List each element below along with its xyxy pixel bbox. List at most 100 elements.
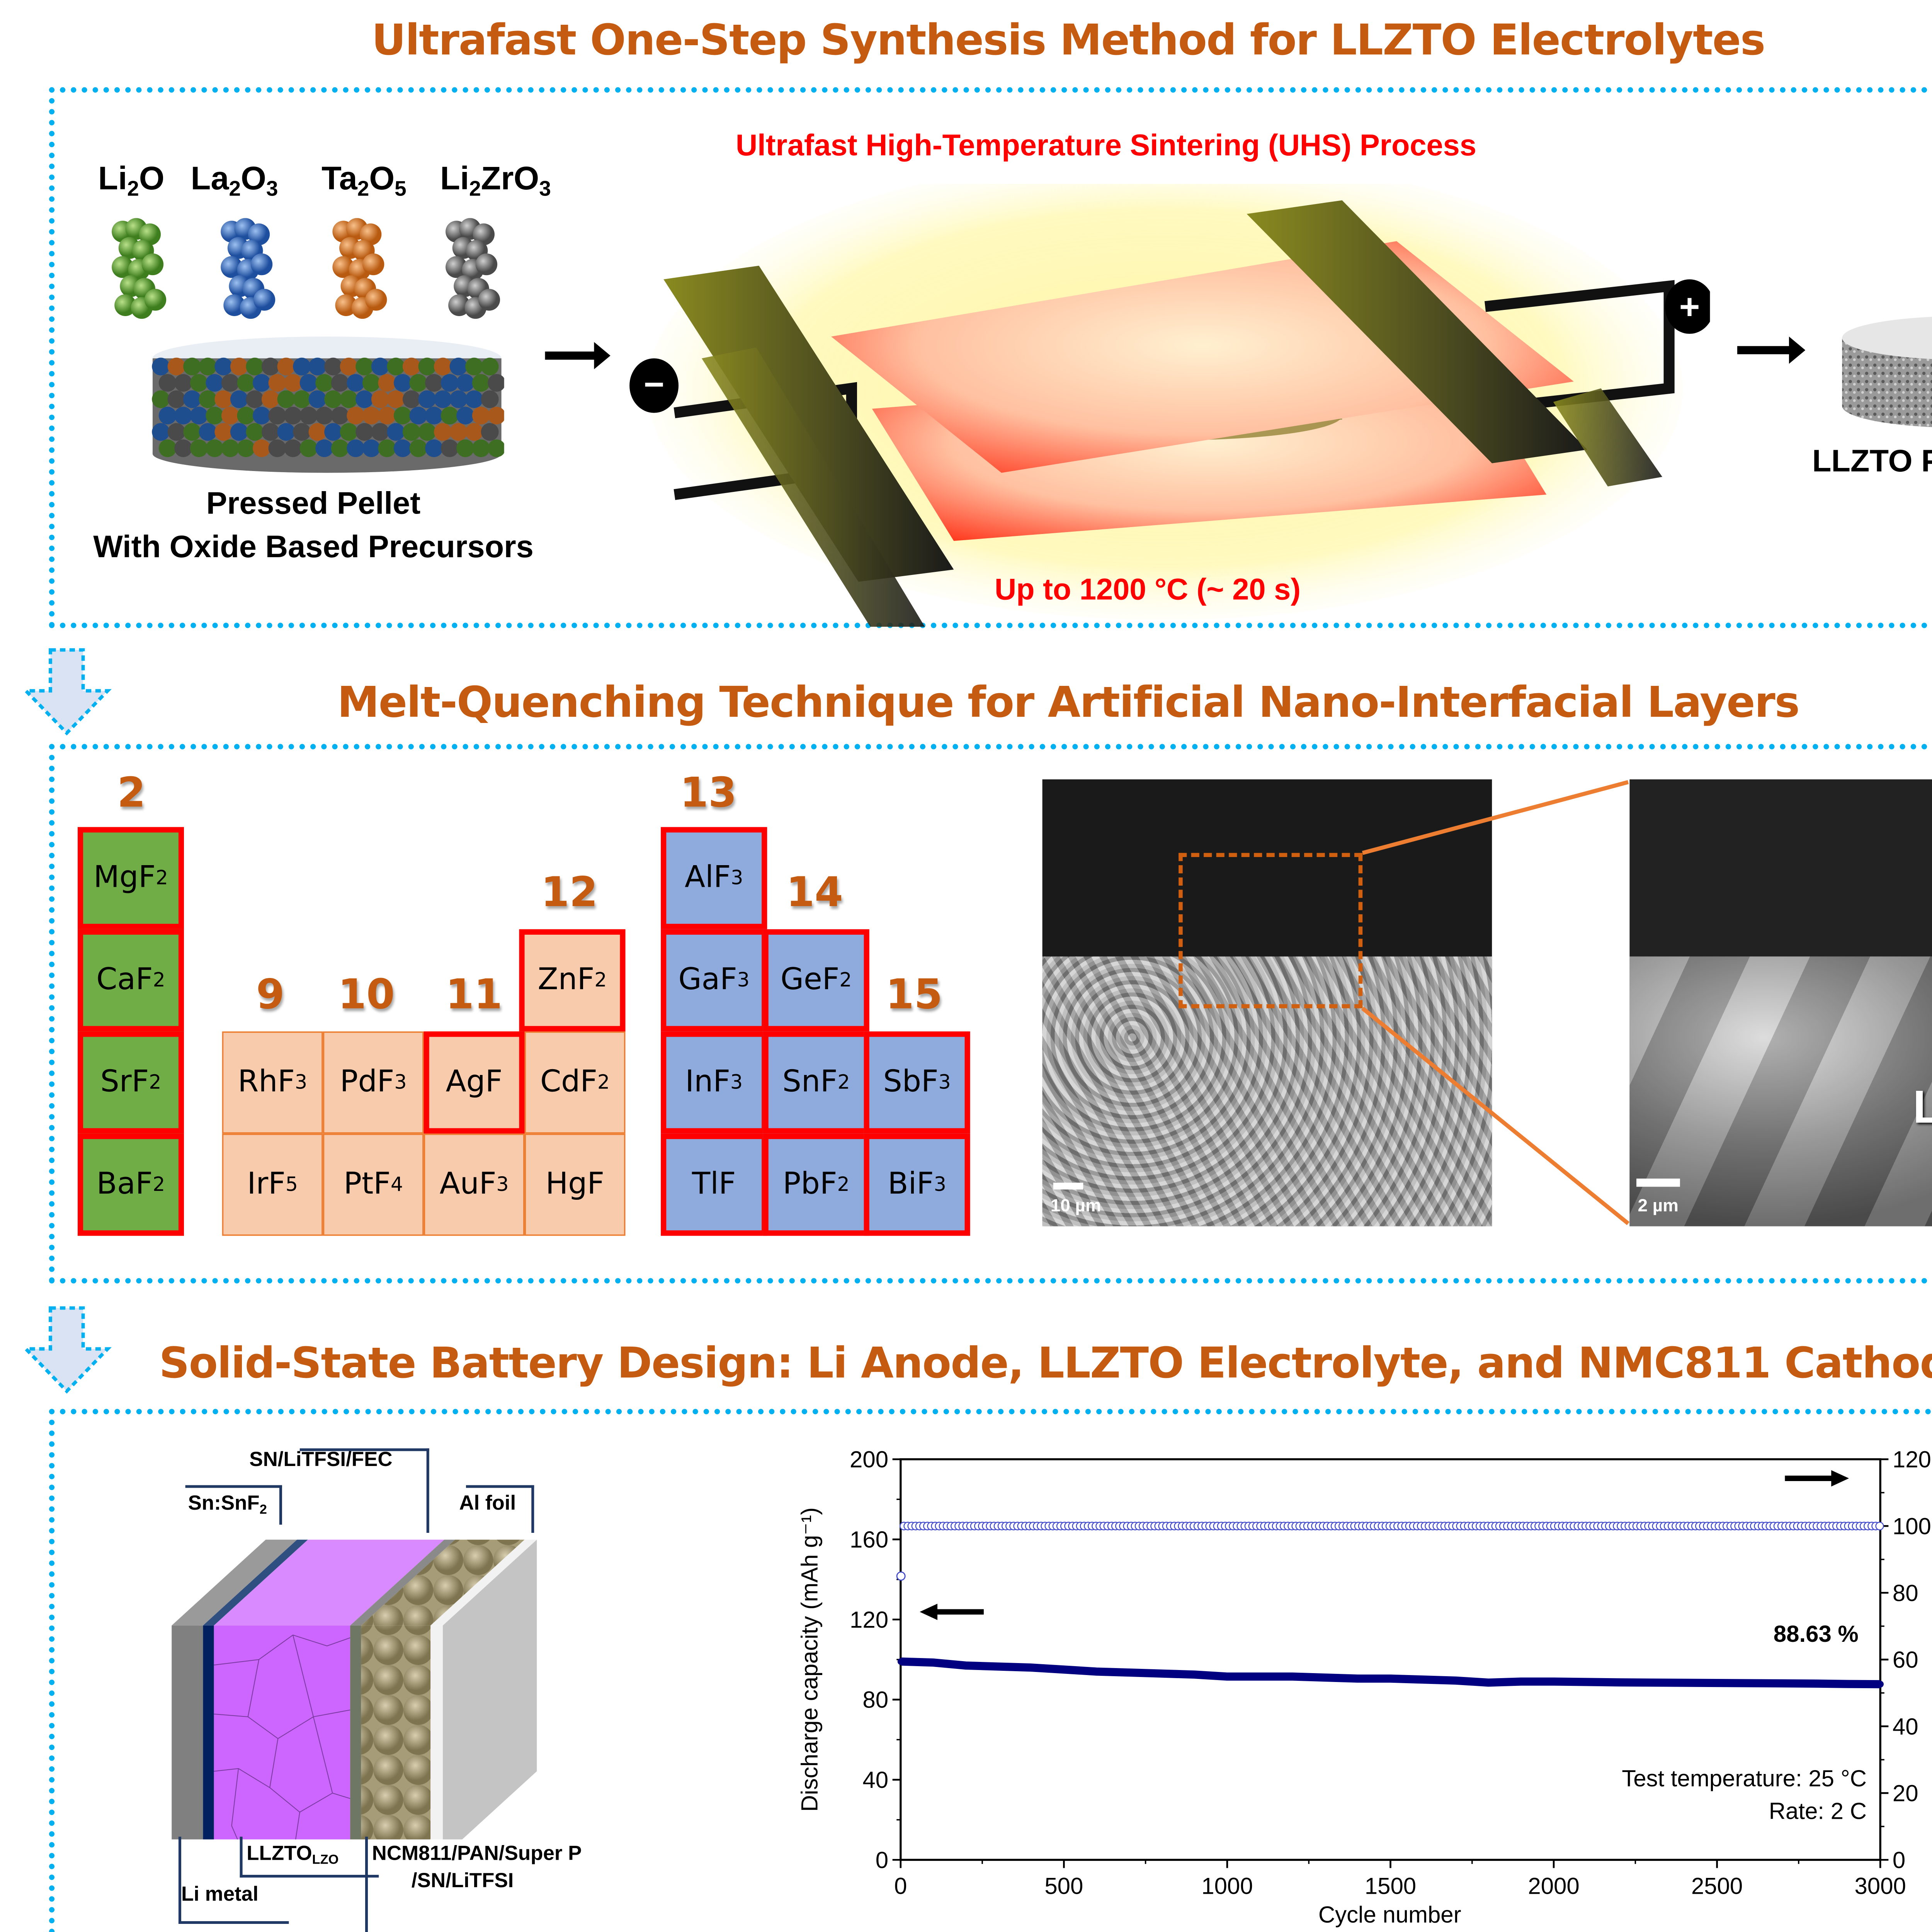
sem-label-llzto: LLZTO (1913, 1082, 1932, 1135)
capacity-point (1387, 1675, 1394, 1682)
x-tick-label: 500 (1044, 1873, 1083, 1899)
capacity-point (1289, 1673, 1296, 1680)
y2-tick-label: 0 (1893, 1847, 1905, 1873)
capacity-point (1485, 1679, 1492, 1686)
capacity-point (1224, 1673, 1231, 1680)
capacity-point (1779, 1680, 1786, 1687)
compound-cell-srf: SrF 2 (77, 1031, 184, 1134)
sem-image-zoom: Li LLZTO 2 µm (1629, 779, 1932, 1226)
x-tick-label: 0 (894, 1873, 907, 1899)
y2-tick-label: 100 (1893, 1514, 1931, 1539)
y2-tick-label: 80 (1893, 1580, 1918, 1606)
compound-cell-bif: BiF 3 (864, 1133, 970, 1236)
capacity-point (1452, 1677, 1459, 1684)
llzto-pellet-label: LLZTO Pellet (1812, 443, 1932, 478)
label-li-metal: Li metal (181, 1883, 259, 1906)
capacity-point (930, 1659, 937, 1666)
arrow-left-icon (920, 1604, 984, 1620)
capacity-point (1354, 1675, 1361, 1682)
compound-cell-pdf: PdF 3 (323, 1031, 424, 1134)
capacity-line (901, 1657, 1881, 1689)
capacity-point (1746, 1680, 1753, 1687)
flow-arrow-down-icon (22, 648, 112, 736)
capacity-point (1550, 1678, 1557, 1685)
leader-line (240, 1837, 379, 1878)
x-tick-label: 2500 (1691, 1873, 1743, 1899)
scale-bar (1636, 1179, 1680, 1187)
label-cathode-line2: /SN/LiTFSI (411, 1869, 514, 1893)
compound-cell-snf: SnF 2 (763, 1031, 869, 1134)
capacity-point (1616, 1679, 1622, 1686)
label-sn-snf2: Sn:SnF2 (188, 1492, 267, 1518)
leader-line (299, 1448, 429, 1533)
group-label-12: 12 (541, 869, 598, 917)
precursor-cluster-3 (446, 218, 500, 319)
ce-point (896, 1571, 906, 1581)
capacity-point (1420, 1676, 1427, 1683)
section1-frame (49, 87, 1932, 628)
capacity-point (1648, 1679, 1655, 1686)
compound-cell-caf: CaF 2 (77, 929, 184, 1032)
plot-area (900, 1458, 1881, 1861)
y-tick-label: 0 (876, 1847, 888, 1873)
capacity-point (1844, 1680, 1851, 1687)
compound-cell-baf: BaF 2 (77, 1133, 184, 1236)
capacity-point (1191, 1671, 1198, 1678)
pressed-pellet-icon (152, 336, 504, 473)
section1-title: Ultrafast One-Step Synthesis Method for … (371, 16, 1765, 66)
compound-cell-mgf: MgF 2 (77, 827, 184, 929)
group-label-13: 13 (680, 770, 737, 818)
capacity-point (1028, 1664, 1035, 1671)
capacity-point (1468, 1678, 1476, 1685)
minus-terminal-icon: − (644, 365, 665, 404)
compound-cell-rhf: RhF 3 (222, 1031, 323, 1134)
label-al-foil: Al foil (459, 1492, 516, 1515)
zoom-region-box (1179, 853, 1363, 1009)
compound-cell-pbf: PbF 2 (763, 1133, 869, 1236)
label-llzto-lzo: LLZTOLZO (247, 1842, 339, 1868)
capacity-point (1517, 1678, 1525, 1685)
uhs-condition: Up to 1200 °C (~ 20 s) (995, 572, 1301, 607)
flow-arrow-down-icon (22, 1306, 112, 1394)
scale-label: 10 µm (1050, 1195, 1101, 1216)
group-label-11: 11 (446, 971, 503, 1019)
compound-cell-ptf: PtF 4 (323, 1133, 424, 1236)
capacity-point (1681, 1679, 1688, 1686)
arrow-right-icon (545, 342, 611, 369)
group-label-2: 2 (117, 770, 146, 818)
y2-tick-label: 60 (1893, 1647, 1918, 1673)
capacity-point (1877, 1680, 1884, 1688)
y2-tick-label: 20 (1893, 1781, 1918, 1806)
leader-line (466, 1485, 534, 1533)
capacity-point (1126, 1669, 1133, 1676)
y-tick-label: 40 (862, 1767, 888, 1793)
precursor-clusters (112, 218, 500, 319)
group-label-9: 9 (256, 971, 285, 1019)
group-label-14: 14 (786, 869, 843, 917)
x-tick-label: 1000 (1201, 1873, 1253, 1899)
section2-frame (49, 744, 1932, 1284)
uhs-heater-diagram: − + (629, 184, 1710, 627)
compound-cell-irf: IrF 5 (222, 1133, 323, 1236)
capacity-point (1093, 1668, 1100, 1675)
capacity-point (1583, 1679, 1590, 1685)
cycling-chart: 0 500 1000 1500 2000 2500 30000408012016020002… (797, 1447, 1931, 1928)
precursor-cluster-1 (221, 218, 276, 319)
retention-annotation: 88.63 % (1774, 1621, 1859, 1647)
x-axis-label: Cycle number (1318, 1901, 1461, 1927)
rate-annotation: Rate: 2 C (1769, 1798, 1867, 1824)
scale-bar (1053, 1182, 1083, 1190)
precursor-cluster-0 (112, 218, 167, 319)
label-sn-litfsi-fec: SN/LiTFSI/FEC (249, 1448, 393, 1472)
section2-title: Melt-Quenching Technique for Artificial … (337, 679, 1800, 728)
ce-point (1875, 1522, 1884, 1531)
precursor-la2o3: La2O3 (190, 161, 278, 201)
compound-cell-cdf: CdF 2 (524, 1031, 626, 1134)
compound-cell-auf: AuF 3 (423, 1133, 525, 1236)
compound-cell-gaf: GaF 3 (661, 929, 767, 1032)
capacity-point (995, 1663, 1002, 1670)
plus-terminal-icon: + (1679, 287, 1700, 327)
pellet-label-line2: With Oxide Based Precursors (93, 529, 534, 564)
y-tick-label: 200 (850, 1447, 888, 1473)
compound-cell-alf: AlF 3 (661, 827, 767, 929)
